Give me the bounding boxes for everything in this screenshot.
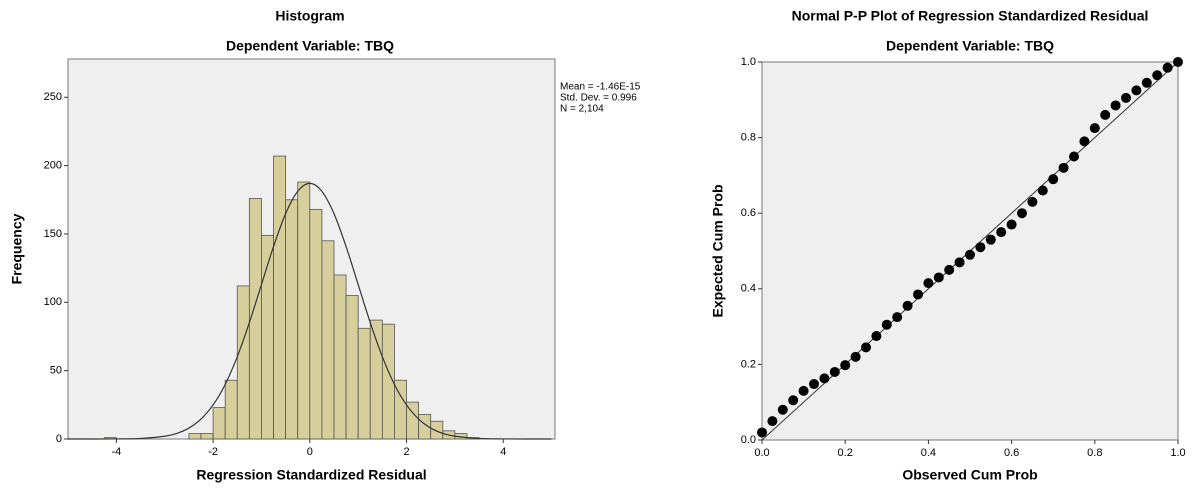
point — [965, 249, 975, 260]
chart-title: Histogram — [275, 8, 344, 24]
point — [757, 427, 767, 438]
point — [788, 395, 799, 406]
point — [913, 289, 923, 300]
x-tick-label: 0.0 — [754, 447, 769, 459]
point — [902, 300, 913, 311]
x-tick-label: -4 — [111, 446, 121, 458]
bar — [357, 327, 371, 440]
point — [1037, 185, 1048, 196]
point — [861, 342, 871, 353]
point — [871, 331, 882, 342]
x-tick-label: 0.6 — [1004, 447, 1019, 459]
point — [809, 379, 819, 390]
bar — [345, 295, 359, 440]
x-tick-label: 4 — [500, 446, 506, 458]
point — [840, 360, 851, 371]
y-tick-label: 0.0 — [741, 434, 756, 446]
point — [892, 312, 903, 323]
bar — [224, 379, 238, 440]
bar — [188, 433, 202, 440]
bar — [200, 433, 214, 440]
x-tick-label: 1.0 — [1170, 447, 1185, 459]
point — [1141, 77, 1152, 88]
x-tick-label: 0.8 — [1087, 447, 1102, 459]
point — [829, 366, 840, 377]
normal-curve — [67, 182, 552, 440]
y-tick-label: 0.6 — [741, 207, 756, 219]
bar — [297, 181, 311, 440]
point — [1058, 162, 1069, 173]
point — [1048, 174, 1059, 185]
y-tick-label: 50 — [50, 365, 62, 377]
bar — [369, 319, 383, 440]
bar — [321, 240, 335, 440]
point — [1027, 196, 1038, 207]
y-tick-label: 0.8 — [741, 132, 756, 144]
bar — [236, 285, 250, 440]
y-tick-label: 0.2 — [741, 358, 756, 370]
point — [944, 264, 955, 275]
point — [1017, 208, 1027, 219]
x-tick-label: 2 — [403, 446, 409, 458]
point — [1173, 57, 1183, 67]
point — [1131, 85, 1142, 96]
x-tick-label: 0.4 — [921, 447, 936, 459]
x-tick-label: 0 — [307, 446, 313, 458]
x-axis-title: Observed Cum Prob — [902, 467, 1037, 483]
y-tick-label: 150 — [44, 228, 62, 240]
point — [954, 257, 965, 268]
point — [1162, 62, 1173, 73]
x-axis-title: Regression Standardized Residual — [196, 467, 426, 483]
point — [1069, 151, 1079, 162]
y-tick-label: 100 — [44, 296, 62, 308]
point — [1089, 123, 1100, 134]
bar — [212, 407, 226, 440]
point — [975, 242, 986, 253]
y-tick-label: 0.4 — [741, 283, 756, 295]
stats-note: N = 2,104 — [560, 104, 604, 115]
point — [1152, 70, 1163, 81]
y-tick-label: 200 — [44, 160, 62, 172]
x-tick-label: 0.2 — [838, 447, 853, 459]
bar — [333, 274, 347, 440]
point — [996, 227, 1007, 238]
chart-subtitle: Dependent Variable: TBQ — [886, 38, 1054, 54]
y-axis-title: Expected Cum Prob — [710, 184, 726, 317]
bar — [285, 199, 299, 440]
point — [1121, 92, 1131, 103]
point — [923, 278, 934, 289]
y-tick-label: 250 — [44, 91, 62, 103]
chart-subtitle: Dependent Variable: TBQ — [226, 38, 394, 54]
point — [777, 404, 788, 415]
x-tick-label: -2 — [208, 446, 218, 458]
bar — [309, 208, 323, 440]
point — [850, 351, 861, 362]
point — [985, 234, 996, 245]
point — [933, 272, 944, 283]
point — [819, 373, 830, 384]
bar — [430, 420, 444, 440]
point — [798, 385, 809, 396]
point — [1079, 136, 1090, 147]
point — [881, 319, 892, 330]
y-axis-title: Frequency — [9, 213, 25, 284]
point — [1110, 100, 1121, 111]
point — [767, 416, 778, 427]
y-tick-label: 0 — [56, 433, 62, 445]
chart-title: Normal P-P Plot of Regression Standardiz… — [792, 8, 1149, 24]
stats-note: Mean = -1.46E-15 — [560, 82, 641, 93]
point — [1006, 219, 1017, 230]
point — [1100, 109, 1111, 120]
y-tick-label: 1.0 — [741, 56, 756, 68]
stats-note: Std. Dev. = 0.996 — [560, 93, 637, 104]
bar — [273, 155, 287, 440]
